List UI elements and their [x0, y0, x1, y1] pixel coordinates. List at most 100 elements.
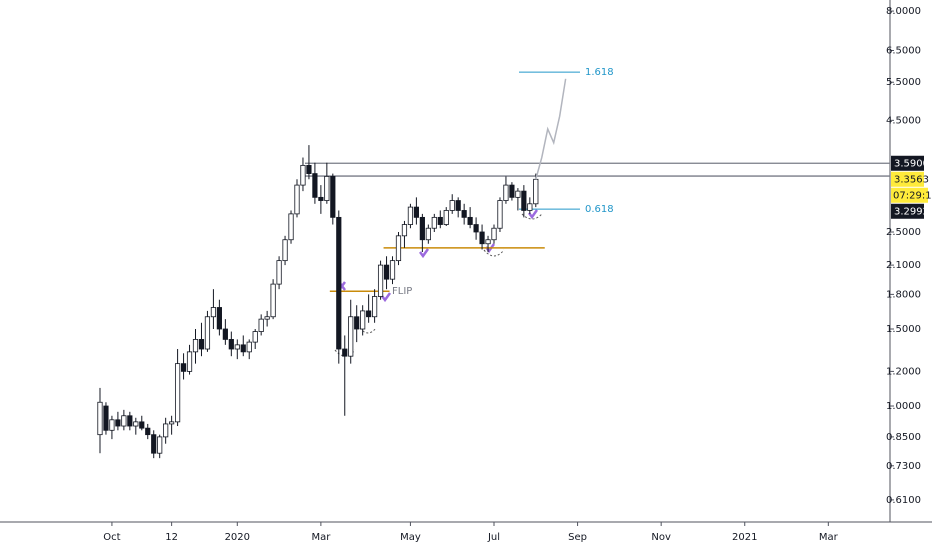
candle-body	[258, 318, 264, 332]
candle-body	[473, 224, 479, 233]
candle-body	[109, 419, 115, 431]
y-tick-label: 4.5000	[886, 115, 921, 126]
price-tag-label: 3.2992	[894, 206, 929, 217]
candle-body	[479, 231, 485, 245]
candle-body	[354, 316, 360, 330]
candle-body	[294, 184, 300, 215]
candle-body	[366, 310, 372, 318]
x-tick-label: Sep	[568, 532, 587, 543]
candle-body	[252, 331, 258, 343]
candle-body	[264, 316, 270, 320]
candle-body	[157, 436, 163, 454]
candle-body	[497, 200, 503, 229]
candle-body	[270, 283, 276, 318]
candle-body	[521, 190, 527, 211]
y-tick-label: 0.6100	[886, 495, 921, 506]
candle-body	[103, 405, 109, 431]
candle-body	[527, 203, 533, 211]
candle-body	[324, 175, 330, 201]
candle-body	[151, 434, 157, 454]
candle-body	[240, 344, 246, 353]
check-marker	[528, 209, 539, 220]
y-tick-label: 2.5000	[886, 227, 921, 238]
candle-body	[377, 264, 384, 297]
fib-label: 0.618	[585, 204, 614, 215]
candle-body	[127, 415, 133, 427]
candle-body	[288, 213, 294, 241]
candle-body	[169, 421, 175, 425]
flip-label: FLIP	[392, 286, 412, 297]
x-tick-label: 2020	[225, 532, 250, 543]
candle-body	[228, 339, 234, 350]
candle-body	[300, 164, 306, 186]
candle-body	[461, 210, 467, 218]
candle-body	[336, 216, 342, 350]
candle-body	[312, 173, 318, 198]
candle-body	[306, 164, 312, 174]
fib-label: 1.618	[585, 67, 614, 78]
candle-body	[401, 224, 408, 237]
candle-body	[395, 235, 402, 262]
candle-body	[204, 316, 211, 350]
candle-body	[419, 216, 425, 241]
candle-body	[139, 421, 145, 429]
candle-body	[97, 401, 103, 436]
candle-body	[407, 206, 414, 225]
y-tick-label: 1.8000	[886, 289, 921, 300]
x-tick-label: 2021	[732, 532, 757, 543]
candle-body	[198, 339, 205, 350]
candle-body	[216, 307, 222, 330]
candle-body	[449, 200, 455, 211]
candle-body	[180, 363, 187, 372]
candle-body	[425, 227, 431, 241]
candle-body	[234, 344, 240, 350]
price-tag	[891, 155, 924, 171]
candle-body	[348, 316, 354, 357]
countdown-tag	[891, 187, 928, 203]
candle-body	[491, 227, 497, 241]
y-tick-label: 8.0000	[886, 6, 921, 17]
y-tick-label: 1.5000	[886, 324, 921, 335]
y-tick-label: 1.2000	[886, 366, 921, 377]
candle-body	[133, 421, 139, 427]
x-tick-label: 12	[165, 532, 178, 543]
candle-body	[515, 190, 521, 198]
countdown-label: 07:29:19	[893, 190, 932, 201]
price-tag-label: 3.5900	[894, 158, 929, 169]
candle-body	[485, 239, 491, 245]
candle-body	[163, 423, 169, 438]
candle-body	[467, 216, 473, 225]
candle-body	[383, 264, 390, 280]
x-tick-label: Mar	[819, 532, 839, 543]
candle-body	[389, 260, 396, 280]
candle-body	[509, 184, 515, 198]
x-tick-label: Mar	[311, 532, 331, 543]
y-tick-label: 1.0000	[886, 401, 921, 412]
candle-body	[192, 339, 199, 353]
candle-body	[413, 206, 419, 218]
arcs	[334, 213, 543, 357]
candle-body	[121, 415, 127, 427]
candle-body	[210, 307, 217, 318]
y-tick-label: 0.7300	[886, 461, 921, 472]
candle-body	[318, 196, 324, 201]
candle-body	[443, 210, 449, 225]
check-marker	[381, 292, 392, 303]
candle-body	[372, 296, 378, 318]
check-marker	[419, 248, 430, 259]
candle-body	[174, 363, 181, 423]
price-tag	[891, 171, 924, 187]
y-tick-label: 0.8500	[886, 432, 921, 443]
candle-body	[145, 427, 151, 436]
candle-body	[503, 184, 509, 201]
arc	[483, 249, 505, 257]
y-tick-label: 2.1000	[886, 260, 921, 271]
candle-body	[533, 178, 539, 205]
arc	[521, 213, 543, 220]
candle-body	[342, 348, 348, 357]
candle-body	[282, 239, 288, 262]
projection-line	[535, 78, 567, 180]
candle-body	[246, 341, 252, 353]
